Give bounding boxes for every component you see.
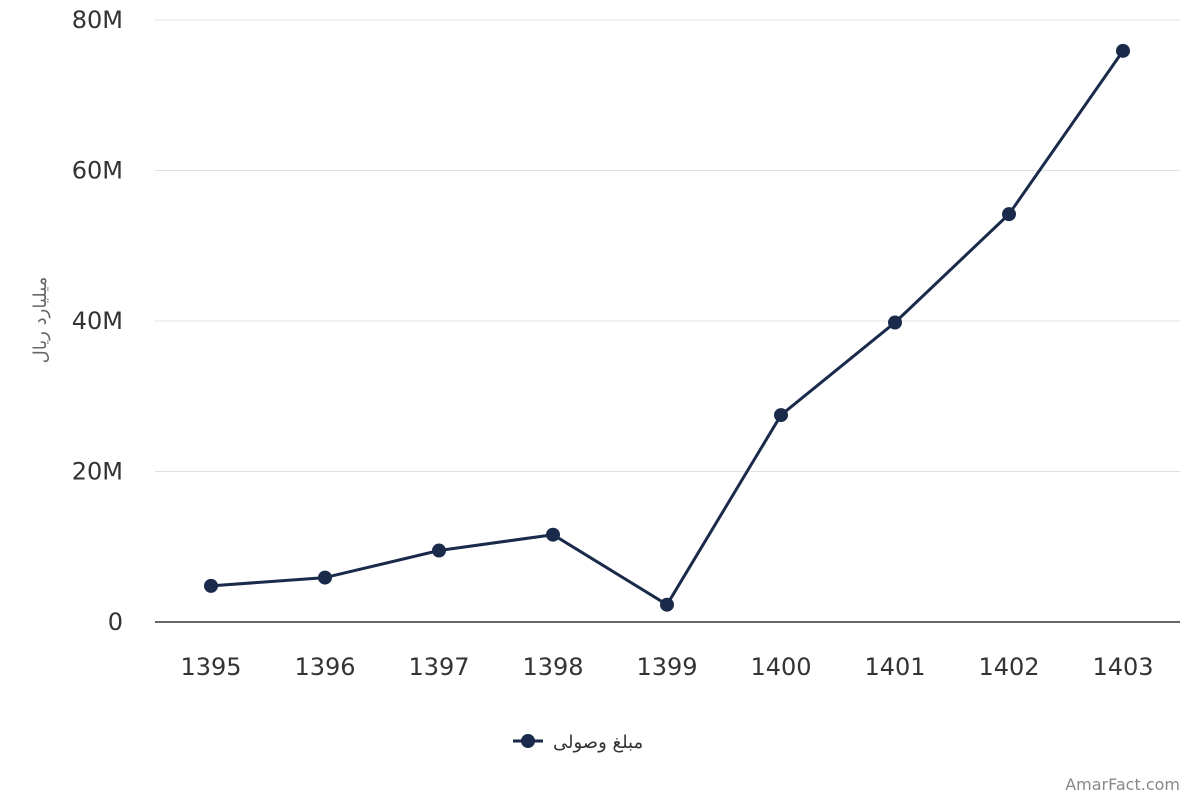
data-point[interactable] — [888, 315, 902, 330]
x-tick-label: 1396 — [294, 653, 355, 681]
y-tick-label: 80M — [72, 6, 123, 34]
y-tick-label: 0 — [108, 608, 123, 636]
data-point[interactable] — [432, 543, 446, 558]
data-point[interactable] — [318, 570, 332, 585]
legend-label: مبلغ وصولی — [553, 732, 643, 753]
legend[interactable]: مبلغ وصولی — [513, 732, 643, 753]
series-line — [210, 49, 1125, 607]
data-point[interactable] — [546, 527, 560, 542]
x-tick-label: 1403 — [1092, 653, 1153, 681]
x-tick-label: 1402 — [978, 653, 1039, 681]
x-tick-labels: 1395 1396 1397 1398 1399 1400 1401 1402 1403 — [180, 653, 1153, 681]
legend-marker-icon — [521, 734, 535, 748]
data-point[interactable] — [774, 408, 788, 423]
x-tick-label: 1399 — [636, 653, 697, 681]
y-tick-labels: 0 20M 40M 60M 80M — [72, 6, 123, 636]
x-tick-label: 1401 — [864, 653, 925, 681]
y-tick-label: 60M — [72, 157, 123, 185]
x-tick-label: 1400 — [750, 653, 811, 681]
data-points — [204, 43, 1130, 612]
x-tick-label: 1398 — [522, 653, 583, 681]
y-tick-label: 40M — [72, 307, 123, 335]
data-point[interactable] — [1116, 43, 1130, 58]
data-point[interactable] — [1002, 207, 1016, 222]
y-tick-label: 20M — [72, 458, 123, 486]
data-point[interactable] — [204, 578, 218, 593]
data-point[interactable] — [660, 597, 674, 612]
y-axis-title: میلیارد ریال — [30, 277, 51, 364]
x-tick-label: 1397 — [408, 653, 469, 681]
x-tick-label: 1395 — [180, 653, 241, 681]
watermark-text: AmarFact.com — [1065, 775, 1180, 794]
grid-lines — [155, 19, 1180, 472]
